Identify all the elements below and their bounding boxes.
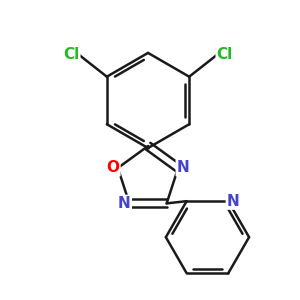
Text: N: N <box>118 196 131 211</box>
Text: N: N <box>177 160 190 175</box>
Text: Cl: Cl <box>63 47 79 62</box>
Text: Cl: Cl <box>217 47 233 62</box>
Text: N: N <box>227 194 240 208</box>
Text: O: O <box>106 160 119 175</box>
